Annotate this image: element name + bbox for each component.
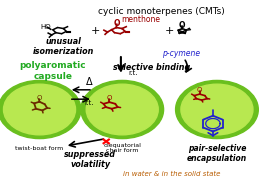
- Text: +: +: [91, 26, 100, 36]
- Text: menthone: menthone: [121, 15, 160, 24]
- Text: suppressed
volatility: suppressed volatility: [64, 149, 116, 169]
- Text: in water & in the solid state: in water & in the solid state: [123, 171, 220, 177]
- Text: Δ: Δ: [86, 77, 92, 87]
- Text: unusual
isomerization: unusual isomerization: [33, 37, 94, 56]
- Text: +: +: [165, 26, 174, 36]
- Circle shape: [175, 81, 258, 139]
- Text: twist-boat form: twist-boat form: [15, 146, 64, 151]
- Text: HO: HO: [40, 24, 50, 30]
- Text: pair-selective
encapsulation: pair-selective encapsulation: [187, 144, 247, 163]
- Circle shape: [81, 81, 163, 139]
- Text: r.t.: r.t.: [128, 70, 138, 76]
- Text: r.t.: r.t.: [84, 100, 94, 106]
- Text: O: O: [179, 21, 186, 30]
- Text: p-cymene: p-cymene: [162, 49, 200, 58]
- Circle shape: [86, 84, 158, 135]
- Circle shape: [4, 84, 76, 135]
- Circle shape: [0, 81, 81, 139]
- Text: selective binding: selective binding: [113, 63, 190, 72]
- Circle shape: [181, 84, 253, 135]
- Text: diequatorial
chair form: diequatorial chair form: [103, 143, 141, 153]
- Text: O: O: [107, 95, 112, 101]
- Text: O: O: [114, 19, 120, 28]
- Text: O: O: [197, 87, 202, 93]
- Text: cyclic monoterpenes (CMTs): cyclic monoterpenes (CMTs): [98, 7, 224, 16]
- Text: O: O: [36, 95, 42, 101]
- Text: polyaromatic
capsule: polyaromatic capsule: [20, 61, 86, 81]
